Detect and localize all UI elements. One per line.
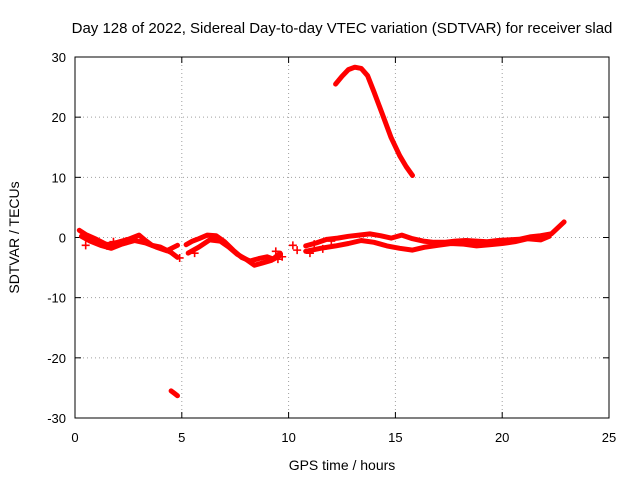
data-series xyxy=(76,64,567,399)
series-trace-high xyxy=(333,64,415,178)
data-markers xyxy=(81,237,336,264)
series-trace-6 xyxy=(303,233,552,254)
data-point-marker xyxy=(103,241,112,250)
data-point-marker xyxy=(327,237,336,246)
data-point-marker xyxy=(175,253,184,262)
data-point-marker xyxy=(271,247,280,256)
x-tick-label: 5 xyxy=(178,430,185,445)
y-tick-label: -30 xyxy=(47,411,66,426)
data-point-marker xyxy=(310,240,319,249)
data-point-marker xyxy=(288,241,297,250)
data-point-marker xyxy=(190,249,199,258)
y-tick-label: -10 xyxy=(47,291,66,306)
x-axis-label: GPS time / hours xyxy=(289,457,396,473)
x-tick-label: 10 xyxy=(281,430,295,445)
chart-title: Day 128 of 2022, Sidereal Day-to-day VTE… xyxy=(72,20,613,37)
series-trace-2 xyxy=(78,233,180,254)
data-point-marker xyxy=(318,244,327,253)
grid xyxy=(75,57,609,418)
tick-labels: 0 5 10 15 20 25 -30 -20 -10 0 10 20 30 xyxy=(47,50,616,445)
data-point-marker xyxy=(122,237,131,246)
data-point-marker xyxy=(273,255,282,264)
data-point-marker xyxy=(109,237,118,246)
x-tick-label: 25 xyxy=(602,430,616,445)
y-tick-label: -20 xyxy=(47,351,66,366)
series-trace-4 xyxy=(185,237,283,268)
data-point-marker xyxy=(305,249,314,258)
data-point-marker xyxy=(81,241,90,250)
tick-marks xyxy=(74,56,610,419)
data-point-marker xyxy=(278,252,287,261)
y-axis-label: SDTVAR / TECUs xyxy=(6,181,22,293)
x-tick-label: 0 xyxy=(71,430,78,445)
y-tick-label: 30 xyxy=(52,50,66,65)
y-tick-label: 10 xyxy=(52,170,66,185)
x-tick-label: 20 xyxy=(495,430,509,445)
y-tick-label: 0 xyxy=(59,231,66,246)
x-tick-label: 15 xyxy=(388,430,402,445)
series-trace-low xyxy=(168,388,180,399)
y-tick-label: 20 xyxy=(52,110,66,125)
data-point-marker xyxy=(293,246,302,255)
